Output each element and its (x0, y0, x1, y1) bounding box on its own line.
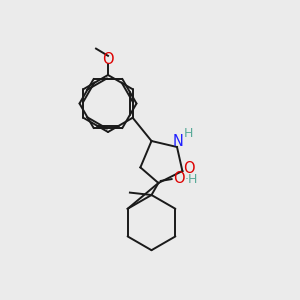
Text: H: H (184, 127, 193, 140)
Text: ·H: ·H (185, 173, 198, 186)
Text: N: N (173, 134, 184, 149)
Text: O: O (173, 171, 185, 186)
Text: O: O (102, 52, 114, 68)
Text: O: O (183, 160, 195, 175)
